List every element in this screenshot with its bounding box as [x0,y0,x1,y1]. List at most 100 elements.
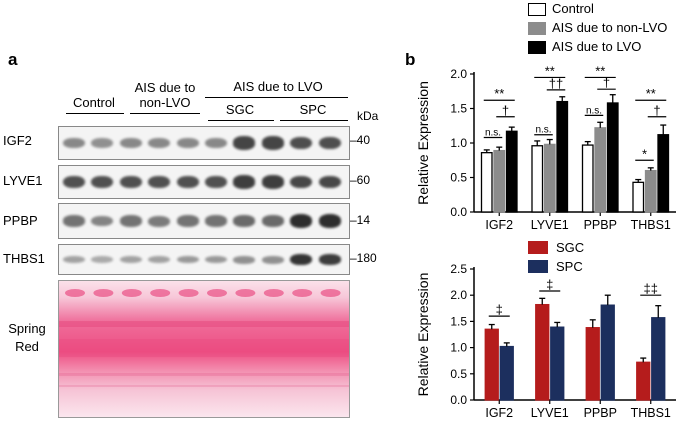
y-tick-label-2: 1.0 [450,136,467,150]
blot-band-ppbp-6 [205,215,227,227]
blot-band-ppbp-1 [63,215,85,227]
blot-band-thbs1-5 [176,255,199,264]
blot-band-ppbp-4 [148,215,171,227]
kda-marker-igf2: –40 [350,133,371,147]
significance-label-2: ‡‡ [644,281,658,296]
legend-swatch-lvo [528,41,546,54]
stain-image [59,281,349,417]
significance-label-5: n.s. [535,125,551,136]
blot-band-igf2-5 [176,137,199,149]
y-tick-label-4: 2.0 [450,67,467,81]
stain-panel [58,280,350,418]
legend-swatch-control [528,3,546,16]
y-tick-label-3: 1.5 [450,314,467,328]
bar-spc-thbs1 [651,317,666,401]
blot-band-igf2-3 [119,137,142,149]
stain-lane-spot-2 [93,289,114,297]
y-tick-label-0: 0.0 [450,393,467,407]
x-tick-label-igf2: IGF2 [485,406,513,420]
group-line-lvo [205,97,348,98]
significance-label-6: ** [595,63,605,78]
group-line-non-lvo [130,113,200,114]
group-label-sgc: SGC [225,102,255,117]
blot-band-ppbp-5 [176,215,199,227]
x-tick-label-thbs1: THBS1 [631,218,671,232]
bar-control-lyve1 [531,145,544,213]
significance-label-10: † [653,103,660,118]
x-tick-label-ppbp: PPBP [584,406,617,420]
group-line-spc [280,120,348,121]
blot-band-thbs1-8 [261,255,284,264]
blot-band-lyve1-7 [233,175,256,189]
blot-band-thbs1-6 [205,255,227,264]
blot-band-lyve1-1 [63,175,85,189]
blot-band-lyve1-6 [205,175,227,189]
stain-lane-spot-3 [121,289,142,297]
x-tick-label-igf2: IGF2 [485,218,513,232]
x-tick-label-thbs1: THBS1 [631,406,671,420]
legend-label-sgc: SGC [556,240,585,255]
bar-ais-due-to-non-lvo-ppbp [594,127,607,213]
bar-sgc-lyve1 [535,303,550,401]
y-tick-label-2: 1.0 [450,341,467,355]
blot-band-thbs1-9 [290,254,313,265]
y-tick-label-0: 0.0 [450,205,467,219]
stain-lane-spot-1 [65,289,85,297]
panel-b-letter: b [405,50,416,69]
blot-strip-igf2 [58,126,350,160]
blot-band-thbs1-2 [91,255,114,264]
stain-lane-spot-4 [150,289,171,297]
bar-sgc-thbs1 [636,361,651,401]
x-tick-label-ppbp: PPBP [584,218,617,232]
blot-label-igf2: IGF2 [3,133,32,148]
significance-label-2: n.s. [485,127,501,138]
kda-label: kDa [357,109,379,123]
significance-label-11: * [642,146,647,161]
legend-label-control: Control [552,1,594,16]
stain-lane-spot-8 [263,289,284,297]
significance-label-1: † [502,103,509,118]
stain-lane-spot-6 [207,289,227,297]
blot-band-thbs1-4 [148,255,171,264]
y-tick-label-5: 2.5 [450,262,467,276]
blot-band-ppbp-9 [290,214,313,228]
blot-band-igf2-9 [290,136,313,150]
blot-band-igf2-8 [261,136,284,150]
legend-label-lvo: AIS due to LVO [552,39,642,54]
bar-spc-ppbp [600,304,615,401]
x-tick-label-lyve1: LYVE1 [531,406,569,420]
significance-label-1: ‡ [546,277,553,292]
group-line-sgc [208,120,274,121]
y-axis-label: Relative Expression [415,81,431,205]
y-axis-label: Relative Expression [415,273,431,397]
kda-marker-ppbp: –14 [350,213,371,227]
blot-band-igf2-1 [63,137,85,149]
significance-label-0: ‡ [496,302,503,317]
blot-band-ppbp-7 [233,215,256,227]
bar-ais-due-to-non-lvo-igf2 [493,149,506,213]
blot-band-igf2-6 [205,137,227,149]
blot-band-lyve1-5 [176,175,199,189]
significance-label-9: ** [646,86,656,101]
bar-sgc-igf2 [484,328,499,401]
bar-ais-due-to-non-lvo-thbs1 [644,169,657,213]
blot-band-lyve1-10 [318,175,341,189]
significance-label-0: ** [494,86,504,101]
bar-sgc-ppbp [585,327,600,401]
group-label-control: Control [73,95,115,110]
blot-band-lyve1-4 [148,175,171,189]
blot-band-lyve1-9 [290,175,313,189]
legend-swatch-non-lvo [528,22,546,35]
legend-swatch-spc [528,260,548,273]
bar-ais-due-to-lvo-ppbp [606,102,619,213]
group-label-spc: SPC [299,102,327,117]
blot-band-igf2-7 [233,136,256,150]
significance-label-4: †† [549,76,563,91]
significance-label-7: † [603,75,610,90]
y-tick-label-1: 0.5 [450,367,467,381]
bar-ais-due-to-lvo-lyve1 [556,100,569,213]
blot-label-ppbp: PPBP [3,213,38,228]
blot-band-igf2-10 [318,136,341,150]
blot-band-igf2-4 [148,137,171,149]
kda-marker-thbs1: –180 [350,251,377,265]
